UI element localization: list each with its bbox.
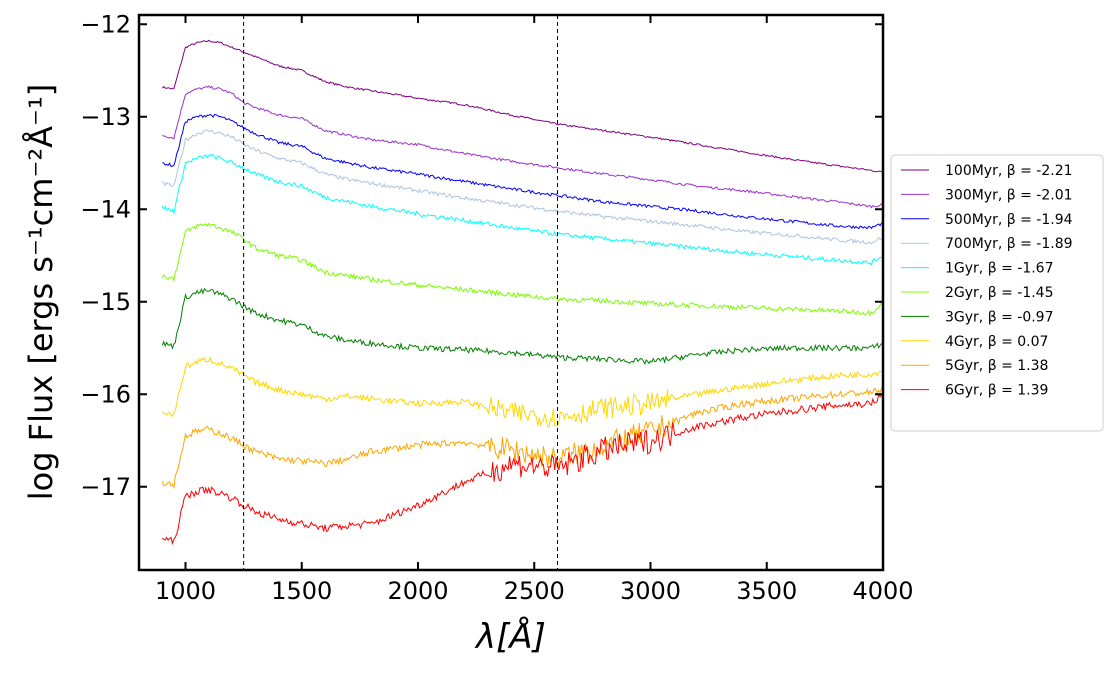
y-axis-label: log Flux [ergs s⁻¹cm⁻²Å⁻¹] [22, 84, 60, 501]
legend-label: 2Gyr, β = -1.45 [945, 285, 1054, 301]
legend-label: 5Gyr, β = 1.38 [945, 358, 1048, 374]
legend-box [890, 154, 1104, 432]
plot-frame [137, 13, 885, 572]
legend-label: 1Gyr, β = -1.67 [945, 261, 1054, 277]
x-axis-label: λ[Å] [474, 616, 546, 657]
series-line [161, 39, 884, 173]
x-tick-label: 1500 [271, 577, 332, 605]
legend-label: 700Myr, β = -1.89 [945, 236, 1073, 252]
series-line [162, 85, 884, 209]
series-line [162, 393, 884, 546]
legend-label: 4Gyr, β = 0.07 [945, 334, 1048, 350]
series-line [161, 387, 884, 490]
x-tick-label: 2500 [504, 577, 565, 605]
series-line [161, 153, 884, 267]
series-line [161, 356, 884, 428]
legend-label: 6Gyr, β = 1.39 [945, 383, 1048, 399]
x-tick-label: 3000 [620, 577, 681, 605]
legend-label: 3Gyr, β = -0.97 [945, 309, 1054, 325]
y-tick-label: −15 [80, 288, 131, 316]
y-tick-label: −14 [80, 195, 131, 223]
legend: 100Myr, β = -2.21 300Myr, β = -2.01 500Myr… [890, 154, 1104, 432]
series-line [161, 222, 884, 317]
reference-vlines [243, 15, 558, 570]
series-line [161, 287, 884, 365]
x-tick-label: 1000 [155, 577, 216, 605]
y-axis: −12 −13 −14 −15 −16 −17 [80, 10, 883, 501]
x-tick-label: 2000 [387, 577, 448, 605]
legend-label: 500Myr, β = -1.94 [945, 212, 1073, 228]
series-line [162, 113, 883, 230]
y-tick-label: −16 [80, 380, 131, 408]
x-axis: 1000 1500 2000 2500 3000 3500 4000 [155, 15, 914, 605]
legend-label: 100Myr, β = -2.21 [945, 163, 1073, 179]
x-tick-label: 3500 [736, 577, 797, 605]
legend-label: 300Myr, β = -2.01 [945, 187, 1073, 203]
y-tick-label: −13 [80, 103, 131, 131]
plot-lines [161, 39, 884, 546]
x-tick-label: 4000 [852, 577, 913, 605]
y-tick-label: −17 [80, 473, 131, 501]
series-line [162, 129, 884, 245]
y-tick-label: −12 [80, 10, 131, 38]
